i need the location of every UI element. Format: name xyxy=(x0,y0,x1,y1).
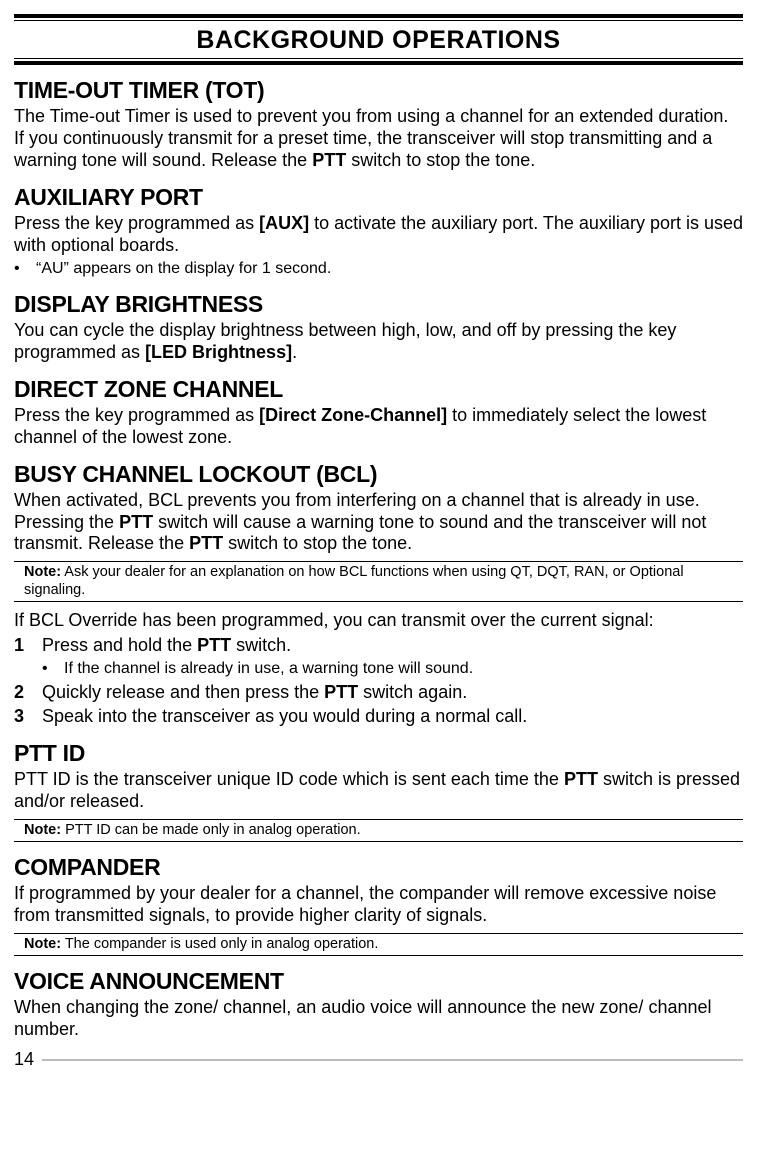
compander-note: Note: The compander is used only in anal… xyxy=(14,934,743,955)
tot-body: The Time-out Timer is used to prevent yo… xyxy=(14,106,743,172)
page-title: BACKGROUND OPERATIONS xyxy=(14,21,743,58)
bcl-step3-text: Speak into the transceiver as you would … xyxy=(42,705,743,728)
top-rule-thick xyxy=(14,14,743,18)
bullet-mark: • xyxy=(14,259,36,279)
brightness-p1a: You can cycle the display brightness bet… xyxy=(14,320,676,362)
bcl-override-intro: If BCL Override has been programmed, you… xyxy=(14,610,743,632)
aux-p1a: Press the key programmed as xyxy=(14,213,259,233)
pttid-p1b: PTT xyxy=(564,769,598,789)
bcl-s1b: PTT xyxy=(197,635,231,655)
aux-body: Press the key programmed as [AUX] to act… xyxy=(14,213,743,257)
bcl-step1-subbullet: • If the channel is already in use, a wa… xyxy=(42,659,743,679)
bcl-step1-text: Press and hold the PTT switch. xyxy=(42,634,743,657)
aux-bullet: • “AU” appears on the display for 1 seco… xyxy=(14,259,743,279)
bcl-step2-text: Quickly release and then press the PTT s… xyxy=(42,681,743,704)
note-label: Note: xyxy=(24,822,61,838)
pttid-note-block: Note: PTT ID can be made only in analog … xyxy=(14,819,743,842)
pttid-note-text: PTT ID can be made only in analog operat… xyxy=(61,822,361,838)
bcl-s2b: PTT xyxy=(324,682,358,702)
voice-body: When changing the zone/ channel, an audi… xyxy=(14,997,743,1041)
section-head-dzc: DIRECT ZONE CHANNEL xyxy=(14,376,743,403)
brightness-p1c: . xyxy=(292,342,297,362)
note-rule-bottom xyxy=(14,601,743,602)
top-rule-thick-2 xyxy=(14,61,743,65)
bcl-p1b: PTT xyxy=(119,512,153,532)
note-rule-bottom xyxy=(14,955,743,956)
dzc-body: Press the key programmed as [Direct Zone… xyxy=(14,405,743,449)
section-head-bcl: BUSY CHANNEL LOCKOUT (BCL) xyxy=(14,461,743,488)
tot-p1c: switch to stop the tone. xyxy=(346,150,535,170)
aux-bullet-text: “AU” appears on the display for 1 second… xyxy=(36,259,743,279)
note-label: Note: xyxy=(24,936,61,952)
note-rule-bottom xyxy=(14,841,743,842)
bcl-s2c: switch again. xyxy=(358,682,467,702)
step-num: 1 xyxy=(14,634,42,657)
bcl-body: When activated, BCL prevents you from in… xyxy=(14,490,743,556)
step-num: 2 xyxy=(14,681,42,704)
section-head-tot: TIME-OUT TIMER (TOT) xyxy=(14,77,743,104)
pttid-body: PTT ID is the transceiver unique ID code… xyxy=(14,769,743,813)
section-head-pttid: PTT ID xyxy=(14,740,743,767)
brightness-p1b: [LED Brightness] xyxy=(145,342,292,362)
page-number: 14 xyxy=(14,1049,34,1070)
bcl-note: Note: Ask your dealer for an explanation… xyxy=(14,562,743,601)
bcl-step-3: 3 Speak into the transceiver as you woul… xyxy=(14,705,743,728)
step-num: 3 xyxy=(14,705,42,728)
footer-rule xyxy=(42,1059,743,1061)
bcl-p1d: PTT xyxy=(189,533,223,553)
section-head-compander: COMPANDER xyxy=(14,854,743,881)
section-head-voice: VOICE ANNOUNCEMENT xyxy=(14,968,743,995)
pttid-note: Note: PTT ID can be made only in analog … xyxy=(14,820,743,841)
section-head-aux: AUXILIARY PORT xyxy=(14,184,743,211)
compander-body: If programmed by your dealer for a chann… xyxy=(14,883,743,927)
compander-note-text: The compander is used only in analog ope… xyxy=(61,936,378,952)
bcl-s1a: Press and hold the xyxy=(42,635,197,655)
aux-p1b: [AUX] xyxy=(259,213,309,233)
brightness-body: You can cycle the display brightness bet… xyxy=(14,320,743,364)
note-label: Note: xyxy=(24,564,61,580)
dzc-p1a: Press the key programmed as xyxy=(14,405,259,425)
bcl-s1c: switch. xyxy=(231,635,291,655)
title-rule-bottom xyxy=(14,58,743,59)
bcl-note-block: Note: Ask your dealer for an explanation… xyxy=(14,561,743,602)
bcl-s2a: Quickly release and then press the xyxy=(42,682,324,702)
bcl-step-2: 2 Quickly release and then press the PTT… xyxy=(14,681,743,704)
page-footer: 14 xyxy=(14,1049,743,1070)
tot-p1b: PTT xyxy=(312,150,346,170)
bcl-s1bul: If the channel is already in use, a warn… xyxy=(64,659,743,679)
pttid-p1a: PTT ID is the transceiver unique ID code… xyxy=(14,769,564,789)
bcl-note-text: Ask your dealer for an explanation on ho… xyxy=(24,564,684,597)
bcl-step-1: 1 Press and hold the PTT switch. xyxy=(14,634,743,657)
dzc-p1b: [Direct Zone-Channel] xyxy=(259,405,447,425)
bcl-p1e: switch to stop the tone. xyxy=(223,533,412,553)
compander-note-block: Note: The compander is used only in anal… xyxy=(14,933,743,956)
section-head-brightness: DISPLAY BRIGHTNESS xyxy=(14,291,743,318)
bullet-mark: • xyxy=(42,659,64,679)
